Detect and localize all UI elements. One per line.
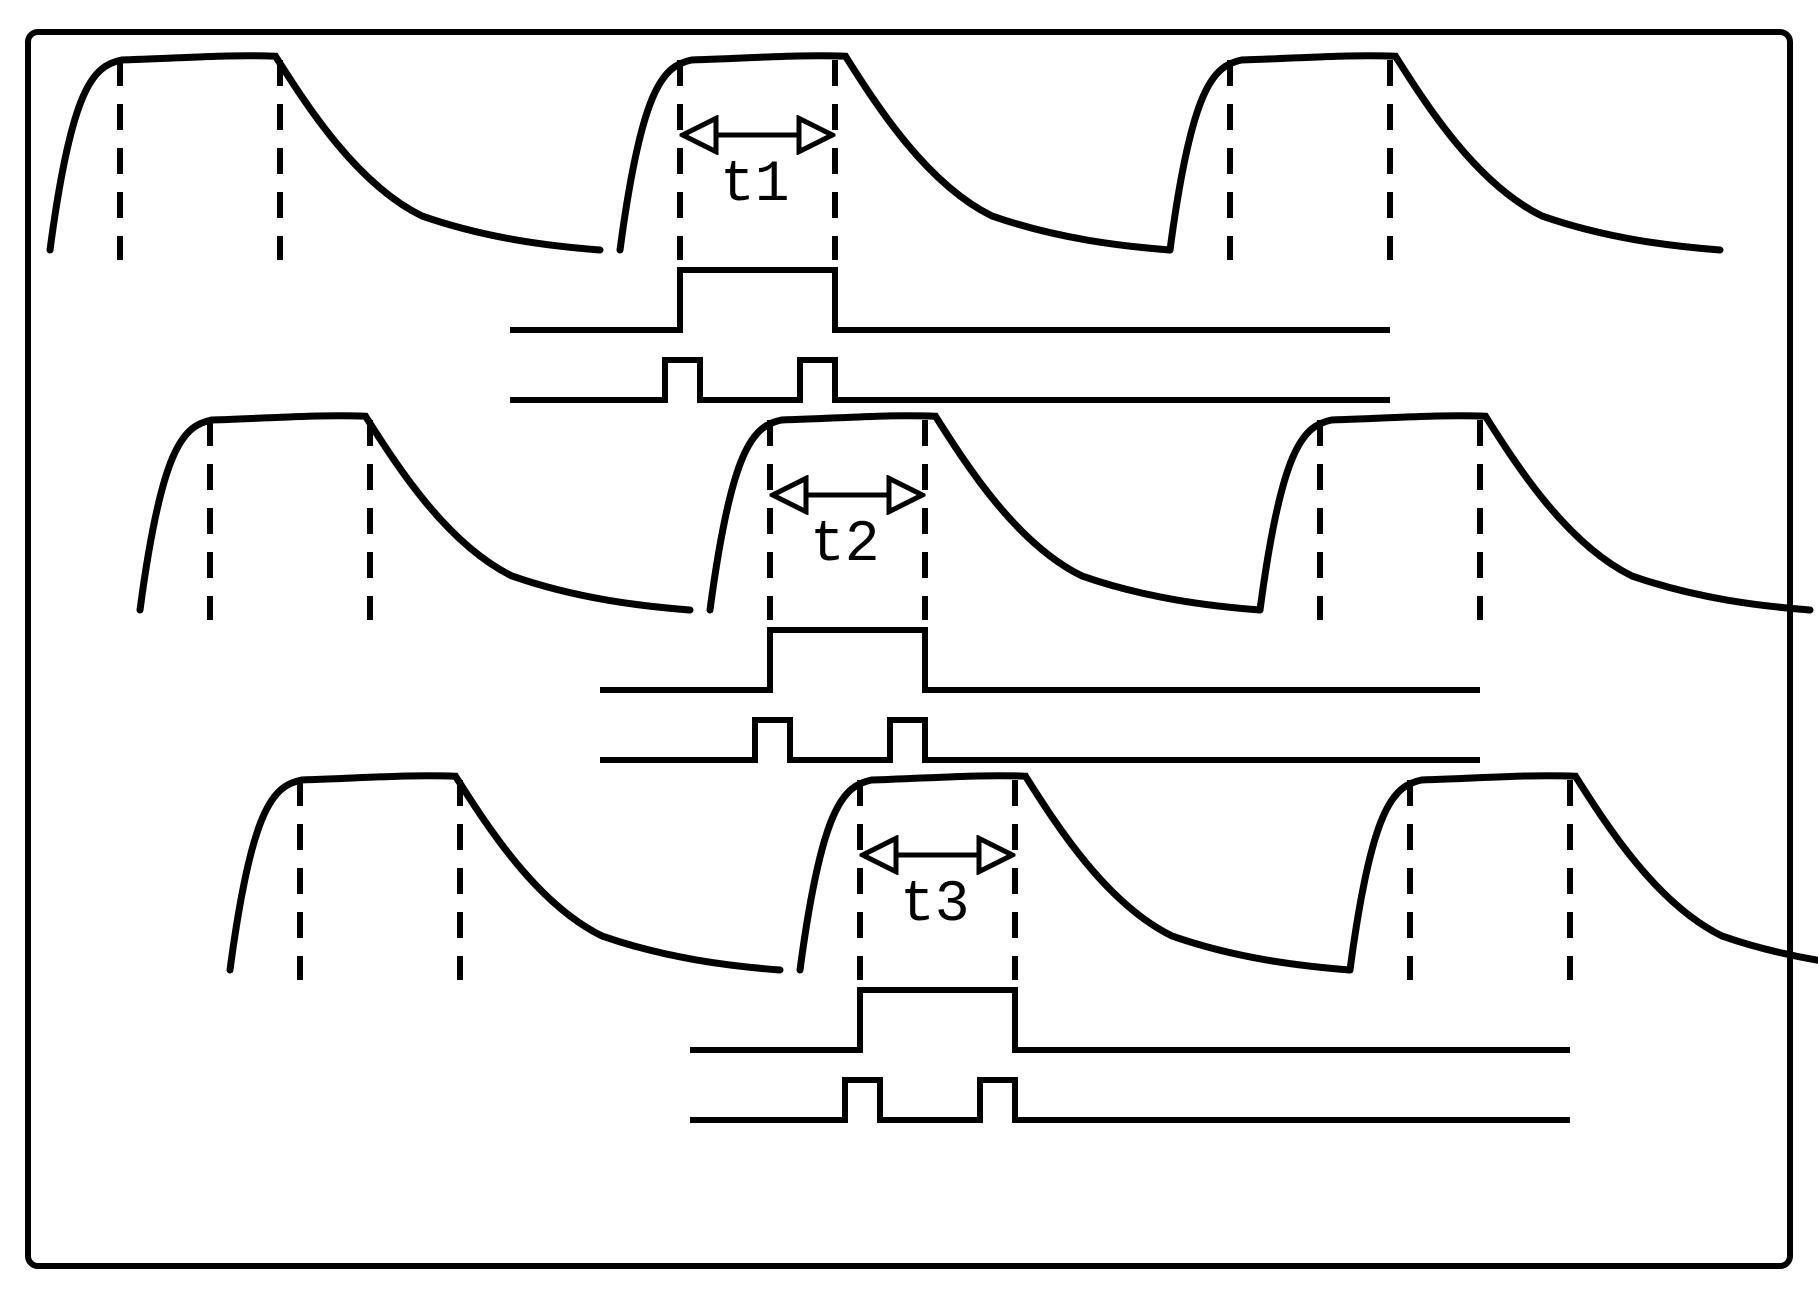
frame-border	[28, 32, 1790, 1266]
pulse-small	[510, 360, 1390, 400]
interval-label: t1	[720, 153, 790, 218]
waveform-curve	[620, 56, 1170, 250]
pulse-big	[510, 270, 1390, 330]
waveform-curve	[800, 776, 1350, 970]
row3: t3	[230, 776, 1818, 1120]
waveform-curve	[230, 776, 780, 970]
row1: t1	[50, 56, 1720, 400]
row2: t2	[140, 416, 1810, 760]
interval-label: t2	[810, 513, 880, 578]
pulse-small	[600, 720, 1480, 760]
timing-diagram-svg: t1 t2 t3	[0, 0, 1818, 1298]
waveform-curve	[1170, 56, 1720, 250]
pulse-big	[600, 630, 1480, 690]
waveform-curve	[140, 416, 690, 610]
waveform-curve	[50, 56, 600, 250]
pulse-big	[690, 990, 1570, 1050]
waveform-curve	[1350, 776, 1818, 970]
waveform-curve	[710, 416, 1260, 610]
interval-label: t3	[900, 873, 970, 938]
diagram-container: t1 t2 t3	[0, 0, 1818, 1298]
waveform-curve	[1260, 416, 1810, 610]
pulse-small	[690, 1080, 1570, 1120]
